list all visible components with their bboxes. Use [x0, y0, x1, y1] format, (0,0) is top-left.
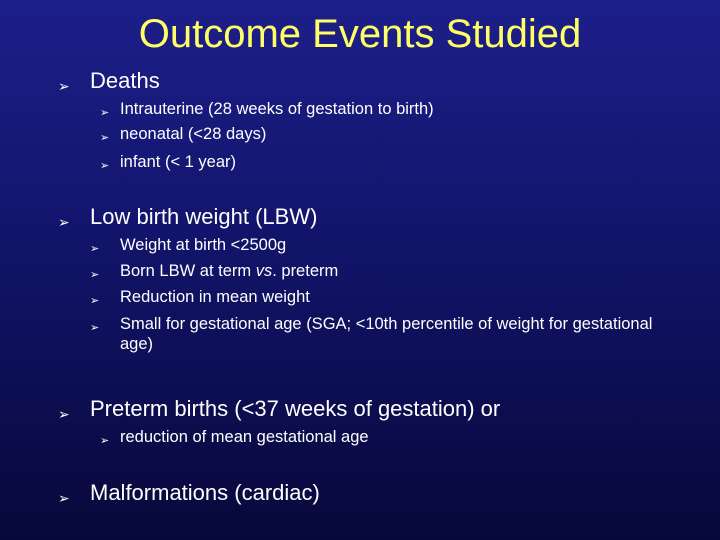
arrowhead-bullet-icon: ➢ [100, 107, 110, 119]
arrowhead-bullet-icon: ➢ [100, 435, 110, 447]
slide-title: Outcome Events Studied [138, 12, 582, 56]
arrowhead-bullet-icon: ➢ [90, 322, 100, 334]
arrowhead-bullet-icon: ➢ [100, 160, 110, 172]
bullet-text: Deaths [90, 68, 160, 93]
arrowhead-bullet-icon: ➢ [90, 269, 100, 281]
sub-bullet-text: reduction of mean gestational age [120, 428, 369, 446]
sub-bullet-text: Born LBW at term vs. preterm [120, 262, 339, 280]
arrowhead-bullet-icon: ➢ [90, 243, 100, 255]
sub-bullet-text: infant (< 1 year) [120, 153, 237, 171]
arrowhead-bullet-icon: ➢ [58, 490, 70, 506]
arrowhead-bullet-icon: ➢ [100, 132, 110, 144]
arrowhead-bullet-icon: ➢ [58, 406, 70, 422]
bullet-text: Preterm births (<37 weeks of gestation) … [90, 396, 501, 421]
sub-bullet-text: Intrauterine (28 weeks of gestation to b… [120, 100, 434, 118]
sub-bullet-text: Small for gestational age (SGA; <10th pe… [120, 315, 653, 353]
arrowhead-bullet-icon: ➢ [90, 295, 100, 307]
sub-bullet-text: Reduction in mean weight [120, 288, 310, 306]
bullet-text: Low birth weight (LBW) [90, 204, 318, 229]
arrowhead-bullet-icon: ➢ [58, 214, 70, 230]
italic-vs: vs [255, 262, 273, 280]
sub-bullet-text: Weight at birth <2500g [120, 236, 287, 254]
sub-bullet-text: neonatal (<28 days) [120, 125, 267, 143]
bullet-text: Malformations (cardiac) [90, 480, 320, 505]
arrowhead-bullet-icon: ➢ [58, 78, 70, 94]
